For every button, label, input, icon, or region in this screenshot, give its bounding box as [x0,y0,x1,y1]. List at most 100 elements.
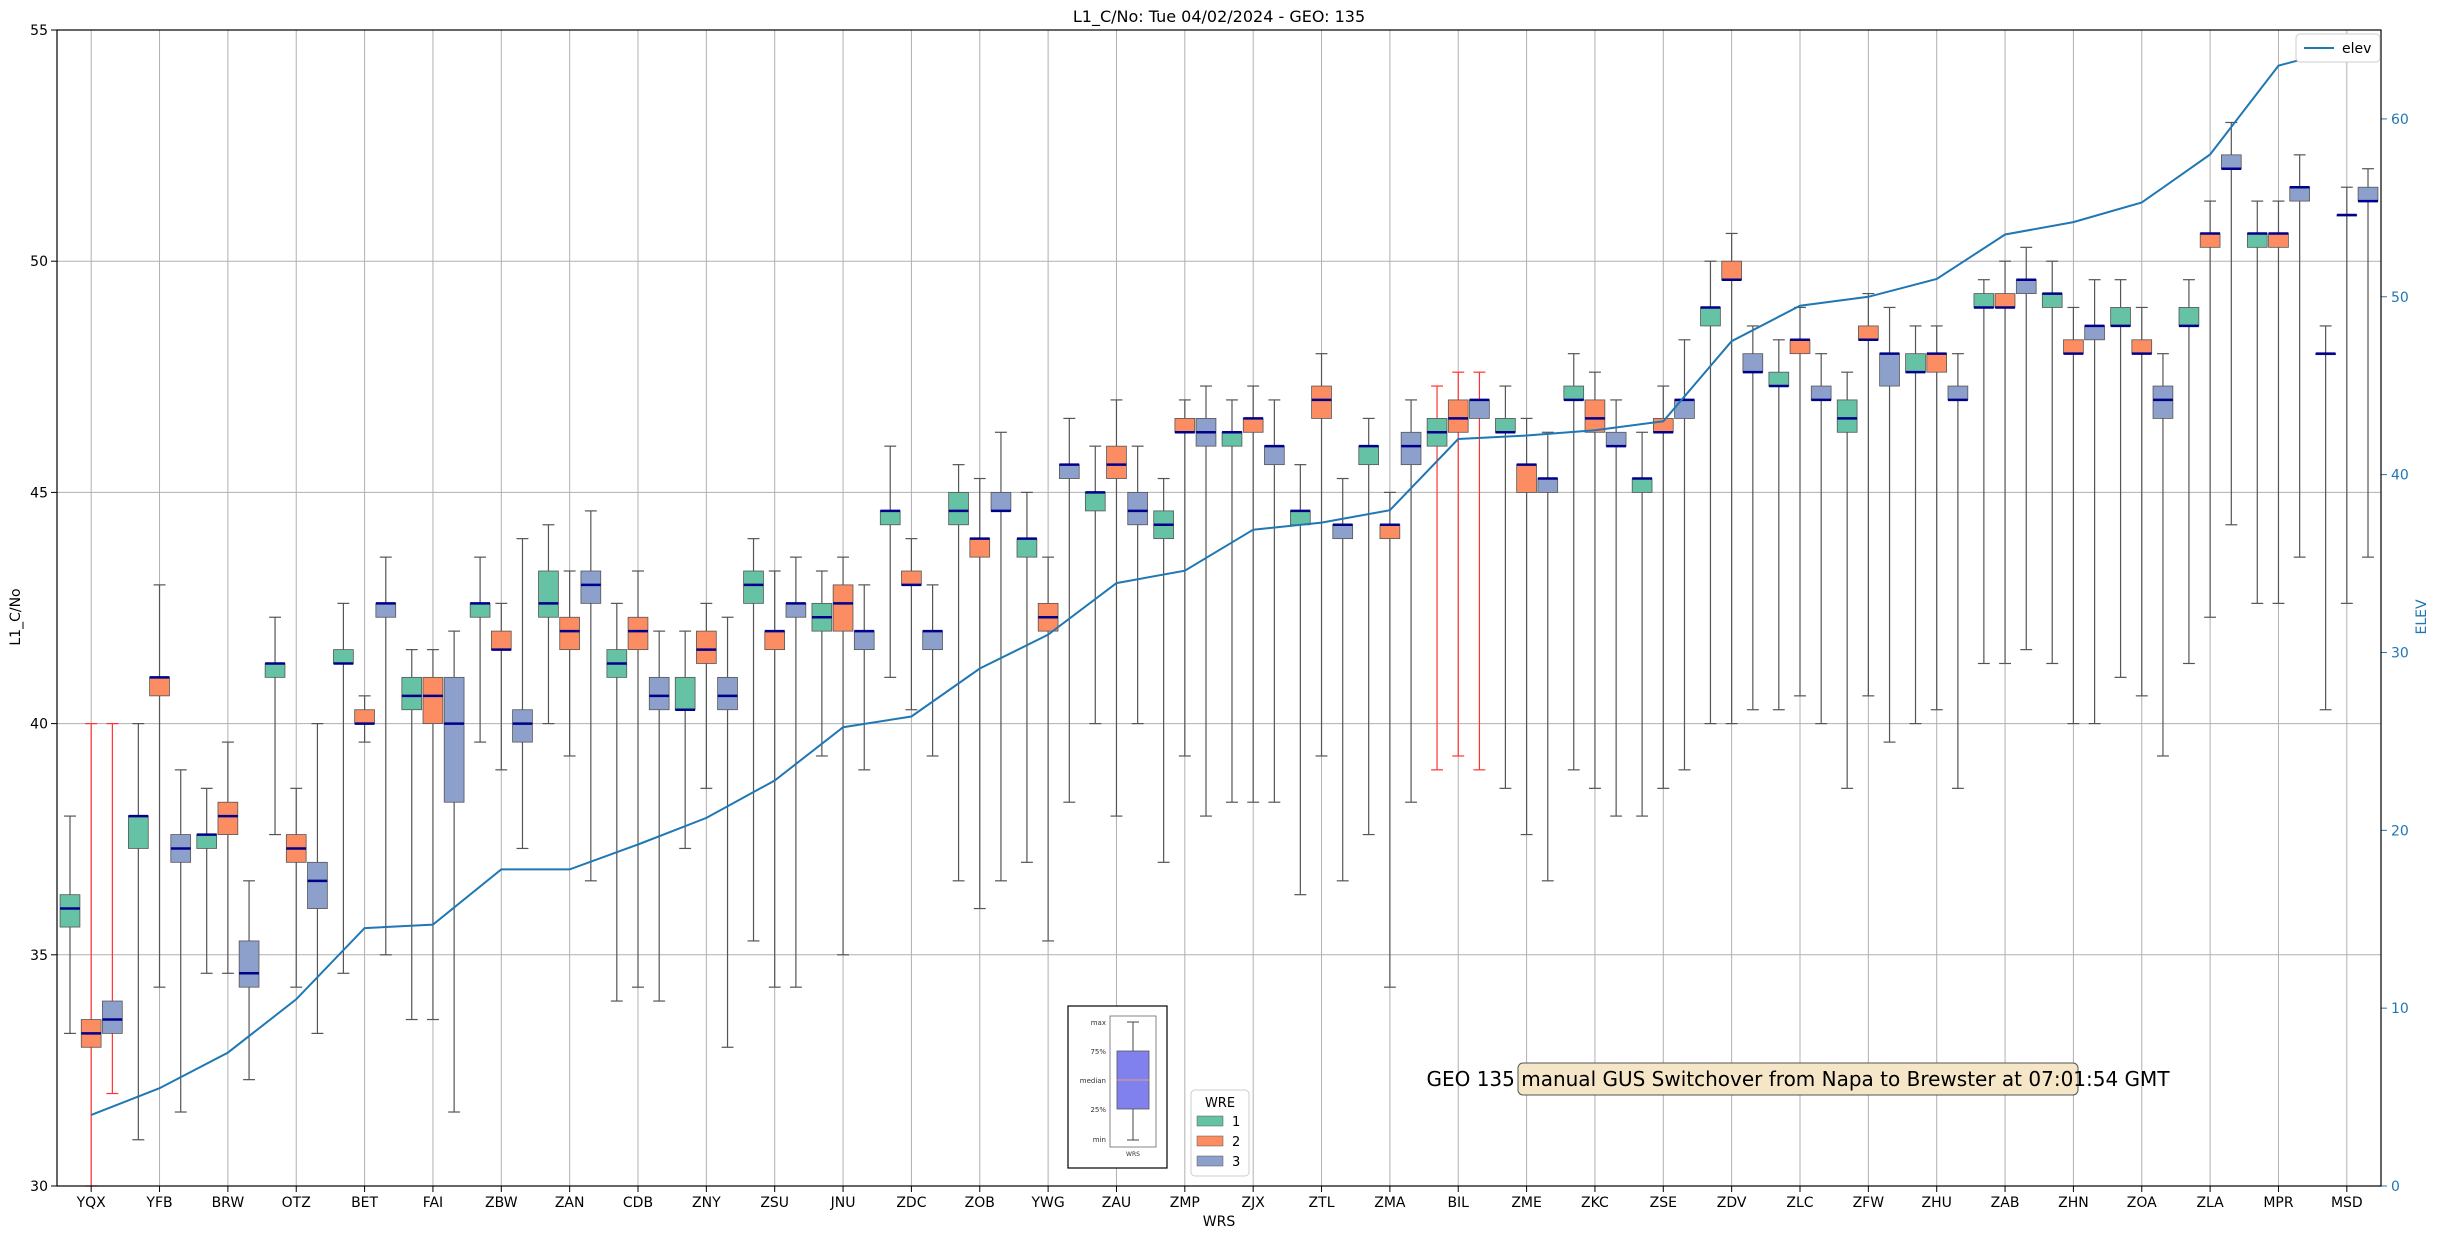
box [2152,385,2174,419]
x-tick-label: ZHU [1922,1195,1952,1211]
box [2131,339,2153,355]
box [1973,293,1995,308]
box [785,602,807,618]
x-tick-label: ZDC [896,1195,926,1211]
elev-legend: elev [2295,33,2381,63]
x-tick-label: ZTL [1309,1195,1335,1211]
axes: 30 35 40 45 50 55 0 10 20 30 40 50 60 YQX YFB BRW OTZ BET… [30,23,2409,1211]
y2-tick-label: 40 [2391,468,2409,484]
box [764,630,786,651]
box [401,676,423,711]
box [948,491,969,526]
box [1721,260,1742,281]
box [102,1000,123,1034]
box [2041,293,2063,308]
x-tick-label: ZDV [1717,1195,1747,1211]
box [990,491,1012,512]
box [264,663,286,678]
annotation-text: GEO 135 manual GUS Switchover from Napa … [1426,1067,2170,1091]
x-tick-label: ZHN [2058,1195,2089,1211]
box [969,538,991,558]
box [853,630,875,651]
box [354,709,375,725]
y-tick-label: 35 [30,948,48,964]
wre-legend-frame [1190,1089,1250,1177]
key-inner-frame [1109,1015,1157,1148]
box [1742,353,1764,373]
box [1926,353,1948,373]
x-tick-label: ZJX [1242,1195,1266,1211]
box [1174,418,1196,433]
x-tick-label: YWG [1030,1195,1064,1211]
y-axis-label: L1_C/No [8,588,24,645]
y-tick-label: 30 [30,1179,48,1195]
box [648,676,670,711]
x-tick-label: ZME [1511,1195,1542,1211]
box [717,676,738,711]
key-label-max: max [1091,1019,1106,1027]
x-tick-label: BRW [212,1195,245,1211]
box [2220,154,2242,170]
box [1789,339,1811,355]
box [559,616,580,651]
wre-legend-swatch-1 [1196,1115,1224,1127]
elev-line [90,46,2348,1116]
box [1058,464,1080,479]
x-tick-label: ZBW [485,1195,518,1211]
x-tick-label: ZAN [555,1195,585,1211]
box [1947,385,1969,401]
plot-frame [56,29,2382,1187]
box [196,834,218,849]
box [422,676,444,724]
grid [57,29,2381,1187]
x-tick-label: ZSE [1650,1195,1677,1211]
x-tick-label: MSD [2331,1195,2363,1211]
box [2015,279,2037,294]
x-tick-label: ZFW [1853,1195,1885,1211]
x-tick-label: YQX [76,1195,107,1211]
box [1127,491,1148,526]
box [149,676,170,697]
wre-legend-label-1: 1 [1232,1115,1240,1130]
box [1516,464,1537,493]
box [1290,510,1311,526]
box [333,649,354,664]
box [1700,307,1721,327]
wre-legend-swatch-3 [1196,1155,1224,1167]
box [1605,431,1627,447]
box [538,570,559,618]
elev-legend-frame [2295,33,2381,63]
box [901,570,922,586]
box [832,584,854,632]
box [375,602,397,618]
box [1400,431,1422,466]
y2-tick-label: 30 [2391,645,2409,661]
box [627,616,649,651]
x-tick-label: YFB [145,1195,172,1211]
box [1332,524,1354,540]
box [1016,538,1038,558]
annotation: GEO 135 manual GUS Switchover from Napa … [1426,1062,2170,1096]
y2-tick-label: 0 [2391,1179,2400,1195]
x-tick-label: ZLC [1786,1195,1813,1211]
annotation-box [1517,1062,2079,1096]
elev-series [90,46,2348,1116]
y2-tick-label: 50 [2391,290,2409,306]
box [1994,293,2016,308]
box [1905,353,1926,373]
box [2246,233,2268,248]
x-tick-label: CDB [623,1195,653,1211]
box [1836,399,1858,433]
box [696,630,717,664]
box [1674,399,1695,419]
box [128,815,149,849]
box [743,570,764,604]
box [1358,445,1380,466]
box [1810,385,1832,401]
y2-tick-label: 10 [2391,1001,2409,1017]
key-label-q1: 25% [1090,1106,1106,1114]
key-label-median: median [1080,1077,1106,1085]
x-tick-label: FAI [423,1195,443,1211]
chart-title: L1_C/No: Tue 04/02/2024 - GEO: 135 [1073,7,1365,27]
